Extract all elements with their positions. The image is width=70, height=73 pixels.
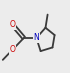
- Text: O: O: [10, 45, 16, 54]
- Text: O: O: [10, 20, 16, 29]
- Text: N: N: [34, 33, 39, 42]
